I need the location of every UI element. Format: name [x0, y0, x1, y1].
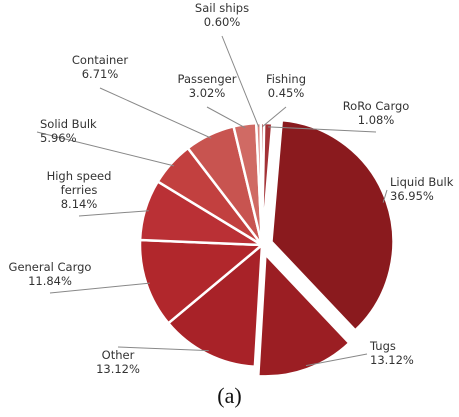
label-container: Container 6.71% — [72, 53, 128, 81]
label-high-speed-ferries: High speed ferries 8.14% — [47, 169, 112, 211]
slice-other — [167, 243, 264, 369]
label-tugs: Tugs 13.12% — [369, 339, 414, 367]
label-roro-cargo: RoRo Cargo 1.08% — [343, 99, 410, 127]
leader-fishing — [262, 106, 287, 128]
label-fishing: Fishing 0.45% — [266, 72, 306, 100]
slice-labels: Liquid Bulk 36.95% Tugs 13.12% Other 13.12% Ge… — [9, 1, 454, 376]
slice-roro-cargo — [260, 121, 274, 247]
leader-container — [99, 87, 212, 139]
pie-chart: Liquid Bulk 36.95% Tugs 13.12% Other 13.12% Ge… — [9, 1, 454, 378]
slice-liquid-bulk — [270, 118, 395, 332]
leader-high-speed-ferries — [78, 210, 149, 217]
leader-other — [117, 346, 209, 352]
label-liquid-bulk: Liquid Bulk 36.95% — [390, 175, 454, 203]
leader-roro-cargo — [268, 126, 377, 133]
leader-liquid-bulk — [382, 189, 388, 203]
label-general-cargo: General Cargo 11.84% — [9, 260, 92, 288]
pie-slices — [138, 118, 395, 378]
leader-sail-ships — [221, 35, 260, 127]
leader-solid-bulk — [36, 131, 175, 167]
label-sail-ships: Sail ships 0.60% — [195, 1, 249, 29]
leader-tugs — [305, 353, 368, 367]
slice-general-cargo — [138, 238, 264, 325]
label-passenger: Passenger 3.02% — [178, 72, 237, 100]
leader-general-cargo — [49, 282, 151, 294]
slice-tugs — [257, 253, 351, 378]
leader-lines — [36, 35, 388, 367]
label-solid-bulk: Solid Bulk 5.96% — [40, 117, 97, 145]
leader-passenger — [206, 106, 246, 129]
figure-caption: (a) — [217, 383, 242, 408]
label-other: Other 13.12% — [96, 348, 140, 376]
